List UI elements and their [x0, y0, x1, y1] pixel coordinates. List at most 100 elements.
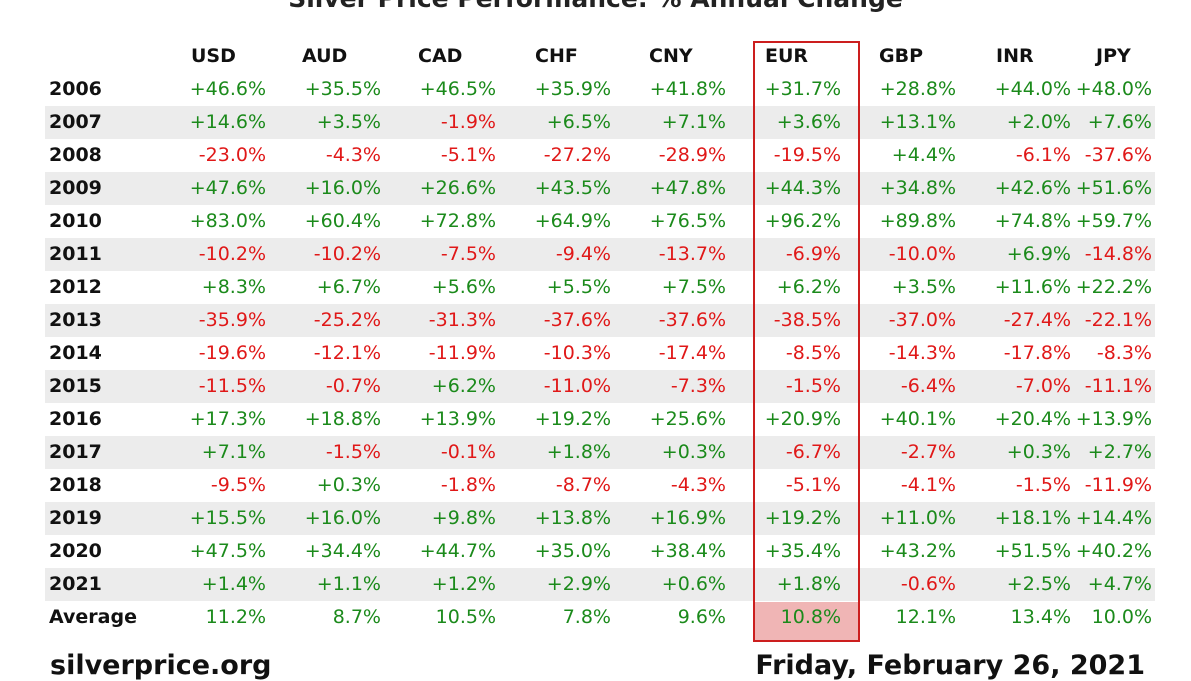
value-cell-cad: -11.9%	[428, 342, 496, 364]
value-cell-cad: 10.5%	[435, 606, 496, 628]
value-cell-gbp: +11.0%	[879, 507, 956, 529]
performance-table: USD AUD CAD CHF CNY EUR GBP INR JPY 2006 +46.6% +35…	[45, 40, 1155, 643]
value-cell-chf: +64.9%	[534, 210, 611, 232]
value-cell-usd: -9.5%	[210, 474, 266, 496]
table-row: 2006 +46.6% +35.5% +46.5% +35.9% +41.8% +31.7%…	[45, 73, 1155, 106]
table-row: 2017 +7.1% -1.5% -0.1% +1.8% +0.3% -6.7% -2.7% +…	[45, 436, 1155, 469]
row-label: 2016	[49, 408, 102, 430]
value-cell-aud: -4.3%	[325, 144, 381, 166]
value-cell-jpy: +51.6%	[1075, 177, 1152, 199]
value-cell-cny: 9.6%	[677, 606, 726, 628]
value-cell-cny: +38.4%	[649, 540, 726, 562]
table-row: 2021 +1.4% +1.1% +1.2% +2.9% +0.6% +1.8% -0.6% +…	[45, 568, 1155, 601]
value-cell-eur: +44.3%	[764, 177, 841, 199]
average-row: Average 11.2% 8.7% 10.5% 7.8% 9.6% 10.8% 12.1% 1…	[45, 601, 1155, 634]
table-row: 2012 +8.3% +6.7% +5.6% +5.5% +7.5% +6.2% +3.5% +…	[45, 271, 1155, 304]
value-cell-chf: +19.2%	[534, 408, 611, 430]
value-cell-eur: +35.4%	[764, 540, 841, 562]
value-cell-aud: +0.3%	[316, 474, 381, 496]
value-cell-cny: +7.1%	[661, 111, 726, 133]
value-cell-jpy: -11.9%	[1084, 474, 1152, 496]
value-cell-jpy: +2.7%	[1087, 441, 1152, 463]
value-cell-cny: -17.4%	[658, 342, 726, 364]
value-cell-inr: +2.5%	[1006, 573, 1071, 595]
table-row: 2015 -11.5% -0.7% +6.2% -11.0% -7.3% -1.5% -6.4…	[45, 370, 1155, 403]
value-cell-usd: +14.6%	[189, 111, 266, 133]
row-label: 2007	[49, 111, 102, 133]
value-cell-gbp: -37.0%	[888, 309, 956, 331]
value-cell-jpy: 10.0%	[1091, 606, 1152, 628]
value-cell-cad: -0.1%	[440, 441, 496, 463]
value-cell-cny: +0.6%	[661, 573, 726, 595]
value-cell-inr: +2.0%	[1006, 111, 1071, 133]
value-cell-eur: 10.8%	[780, 606, 841, 628]
row-label: 2012	[49, 276, 102, 298]
column-header-cny: CNY	[649, 45, 693, 67]
value-cell-aud: +35.5%	[304, 78, 381, 100]
value-cell-jpy: +4.7%	[1087, 573, 1152, 595]
value-cell-jpy: +7.6%	[1087, 111, 1152, 133]
value-cell-jpy: +48.0%	[1075, 78, 1152, 100]
value-cell-aud: -1.5%	[325, 441, 381, 463]
value-cell-gbp: +28.8%	[879, 78, 956, 100]
value-cell-cad: +1.2%	[431, 573, 496, 595]
value-cell-jpy: +13.9%	[1075, 408, 1152, 430]
value-cell-aud: 8.7%	[332, 606, 381, 628]
value-cell-cny: -13.7%	[658, 243, 726, 265]
value-cell-gbp: +4.4%	[891, 144, 956, 166]
value-cell-aud: -12.1%	[313, 342, 381, 364]
value-cell-cny: +25.6%	[649, 408, 726, 430]
value-cell-cad: -1.9%	[440, 111, 496, 133]
row-label: 2020	[49, 540, 102, 562]
value-cell-gbp: +13.1%	[879, 111, 956, 133]
value-cell-cad: +26.6%	[419, 177, 496, 199]
value-cell-chf: +2.9%	[546, 573, 611, 595]
value-cell-inr: 13.4%	[1010, 606, 1071, 628]
value-cell-eur: +6.2%	[776, 276, 841, 298]
value-cell-usd: +17.3%	[189, 408, 266, 430]
value-cell-eur: -8.5%	[785, 342, 841, 364]
value-cell-jpy: +14.4%	[1075, 507, 1152, 529]
value-cell-cny: -7.3%	[670, 375, 726, 397]
value-cell-cad: +44.7%	[419, 540, 496, 562]
value-cell-aud: +34.4%	[304, 540, 381, 562]
value-cell-eur: +96.2%	[764, 210, 841, 232]
row-label: 2021	[49, 573, 102, 595]
table-row: 2007 +14.6% +3.5% -1.9% +6.5% +7.1% +3.6% +13.1…	[45, 106, 1155, 139]
table-row: 2016 +17.3% +18.8% +13.9% +19.2% +25.6% +20.9%…	[45, 403, 1155, 436]
value-cell-usd: +47.5%	[189, 540, 266, 562]
value-cell-cad: +46.5%	[419, 78, 496, 100]
value-cell-gbp: -10.0%	[888, 243, 956, 265]
value-cell-jpy: +40.2%	[1075, 540, 1152, 562]
value-cell-inr: +51.5%	[994, 540, 1071, 562]
value-cell-inr: -17.8%	[1003, 342, 1071, 364]
value-cell-inr: +11.6%	[994, 276, 1071, 298]
value-cell-jpy: -22.1%	[1084, 309, 1152, 331]
value-cell-gbp: +43.2%	[879, 540, 956, 562]
value-cell-usd: -35.9%	[198, 309, 266, 331]
value-cell-jpy: -37.6%	[1084, 144, 1152, 166]
value-cell-chf: +6.5%	[546, 111, 611, 133]
chart-title: Silver Price Performance: % Annual Chang…	[0, 0, 1191, 13]
value-cell-inr: +42.6%	[994, 177, 1071, 199]
value-cell-gbp: -4.1%	[900, 474, 956, 496]
value-cell-cny: +47.8%	[649, 177, 726, 199]
column-header-cad: CAD	[418, 45, 463, 67]
value-cell-chf: -37.6%	[543, 309, 611, 331]
row-label: 2015	[49, 375, 102, 397]
header-row: USD AUD CAD CHF CNY EUR GBP INR JPY	[45, 40, 1155, 73]
value-cell-chf: -27.2%	[543, 144, 611, 166]
value-cell-cad: +6.2%	[431, 375, 496, 397]
table-row: 2011 -10.2% -10.2% -7.5% -9.4% -13.7% -6.9% -10…	[45, 238, 1155, 271]
value-cell-usd: -10.2%	[198, 243, 266, 265]
value-cell-gbp: -6.4%	[900, 375, 956, 397]
value-cell-aud: +18.8%	[304, 408, 381, 430]
table-row: 2018 -9.5% +0.3% -1.8% -8.7% -4.3% -5.1% -4.1% -…	[45, 469, 1155, 502]
value-cell-cad: +9.8%	[431, 507, 496, 529]
row-label: 2010	[49, 210, 102, 232]
value-cell-aud: -0.7%	[325, 375, 381, 397]
column-header-eur: EUR	[765, 45, 809, 67]
row-label: 2011	[49, 243, 102, 265]
value-cell-inr: -7.0%	[1015, 375, 1071, 397]
row-label: 2013	[49, 309, 102, 331]
